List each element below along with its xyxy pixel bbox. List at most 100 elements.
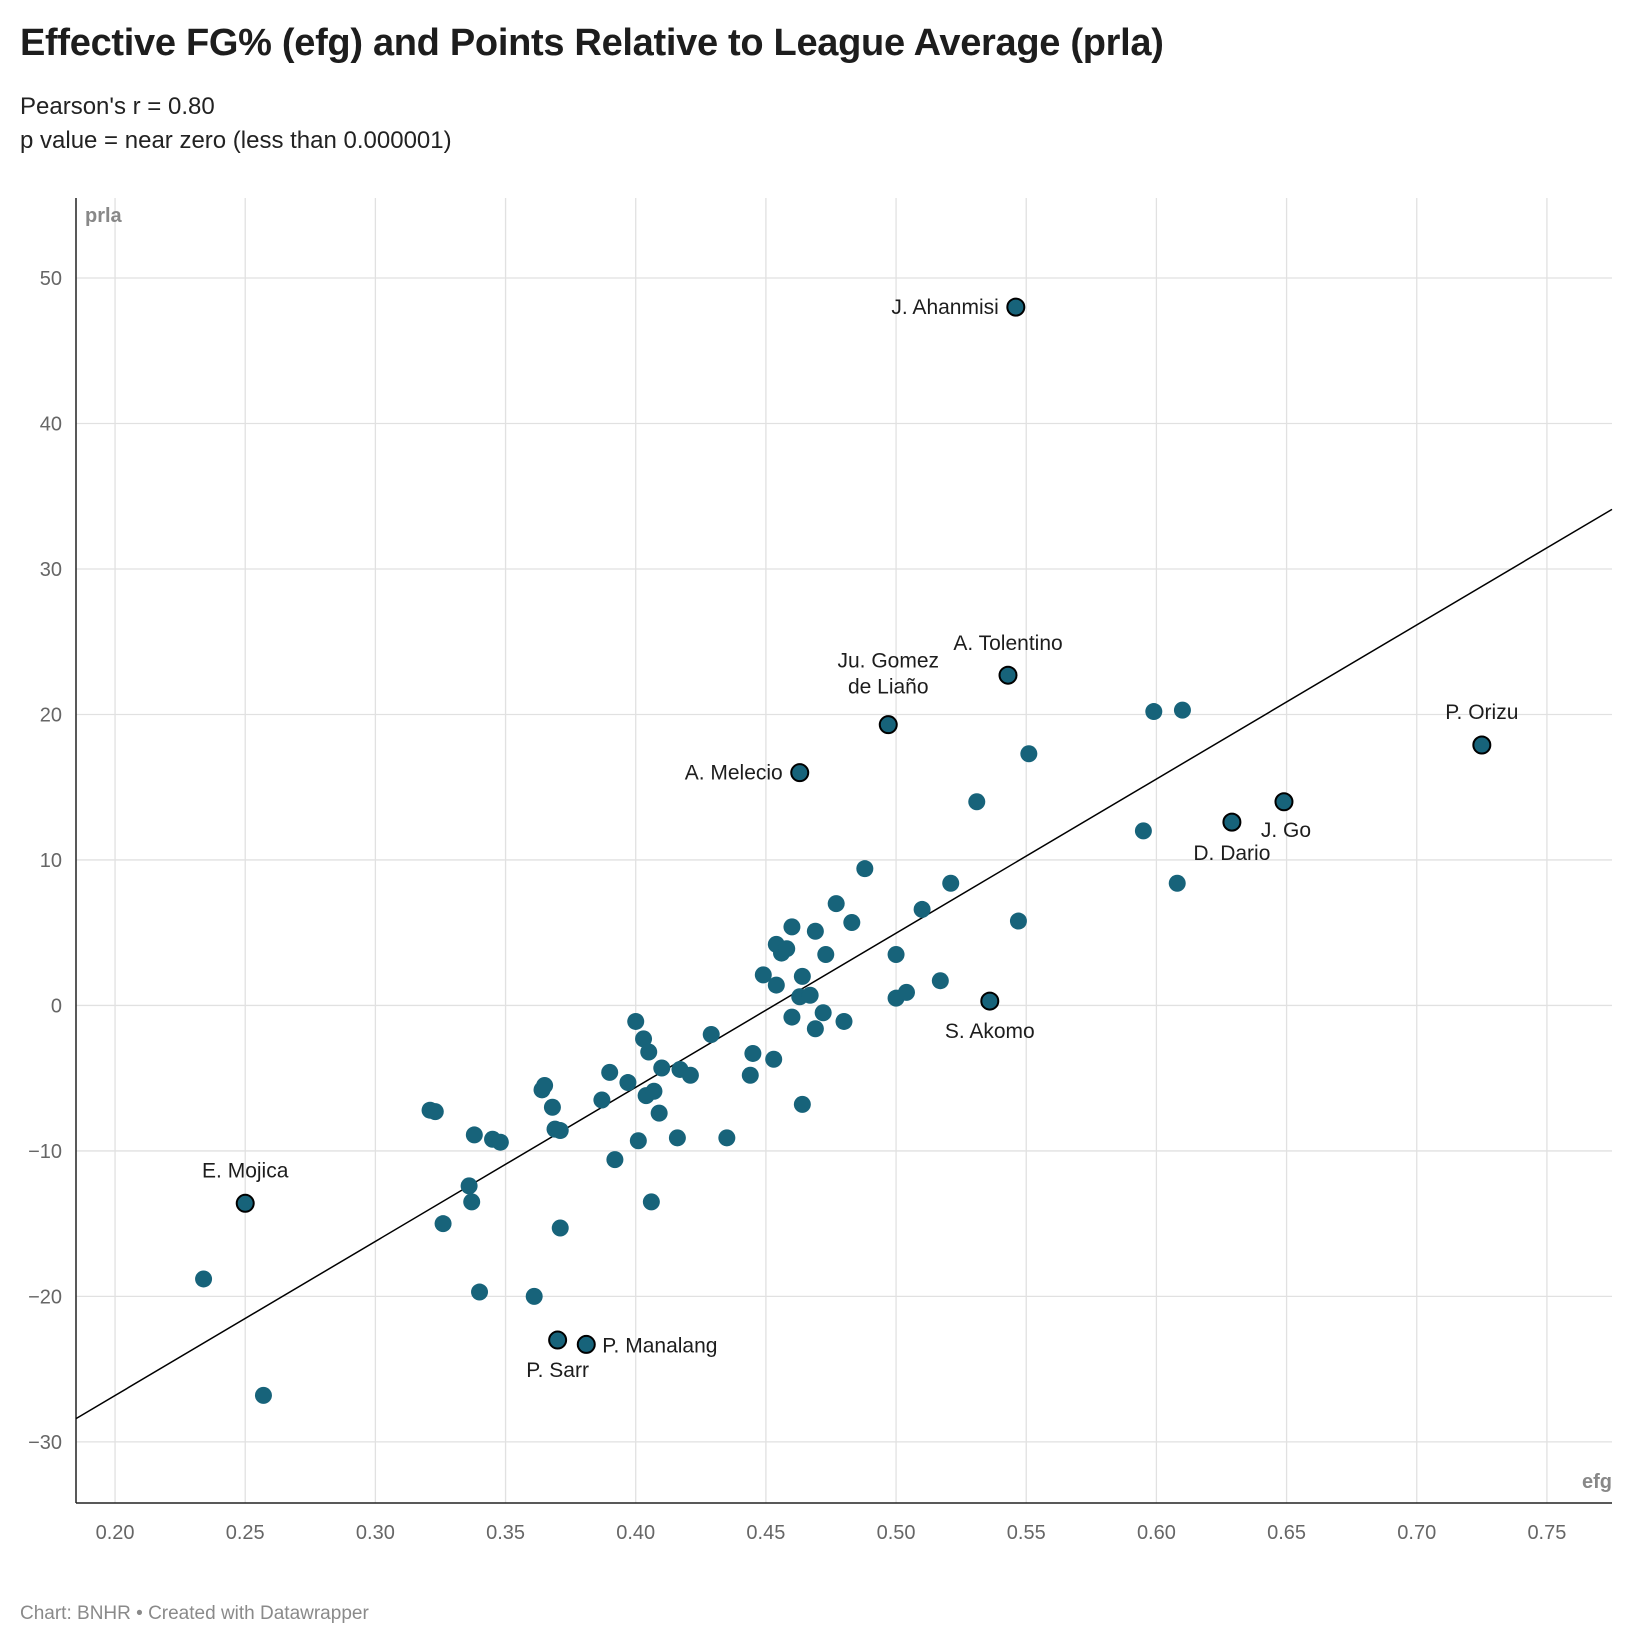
y-tick-label: −20 bbox=[28, 1286, 62, 1308]
subtitle-p-value: p value = near zero (less than 0.000001) bbox=[20, 127, 452, 154]
data-point bbox=[783, 918, 801, 936]
point-label: S. Akomo bbox=[945, 1020, 1035, 1043]
data-point bbox=[619, 1074, 637, 1092]
data-point bbox=[887, 946, 905, 964]
data-point bbox=[817, 946, 835, 964]
data-point bbox=[551, 1219, 569, 1237]
data-point bbox=[783, 1008, 801, 1026]
data-point bbox=[793, 1095, 811, 1113]
x-tick-label: 0.30 bbox=[356, 1522, 395, 1544]
data-point bbox=[601, 1063, 619, 1081]
data-point bbox=[741, 1066, 759, 1084]
point-label: A. Melecio bbox=[685, 762, 783, 785]
data-point bbox=[744, 1044, 762, 1062]
data-point bbox=[754, 966, 772, 984]
data-point bbox=[835, 1012, 853, 1030]
data-point bbox=[806, 922, 824, 940]
data-point bbox=[254, 1386, 272, 1404]
y-tick-label: 0 bbox=[51, 995, 62, 1017]
data-point bbox=[814, 1004, 832, 1022]
x-tick-label: 0.75 bbox=[1527, 1522, 1566, 1544]
data-point bbox=[650, 1104, 668, 1122]
trend-line bbox=[75, 508, 1613, 1420]
highlighted-point bbox=[1006, 297, 1026, 317]
data-point bbox=[702, 1026, 720, 1044]
point-label: P. Manalang bbox=[602, 1334, 717, 1357]
data-point bbox=[913, 900, 931, 918]
highlighted-point bbox=[998, 665, 1018, 685]
data-point bbox=[434, 1215, 452, 1233]
y-tick-label: 20 bbox=[40, 704, 62, 726]
data-point bbox=[827, 895, 845, 913]
chart-footer: Chart: BNHR • Created with Datawrapper bbox=[20, 1603, 369, 1624]
data-point bbox=[1020, 745, 1038, 763]
y-axis-title: prla bbox=[85, 205, 123, 227]
point-label: P. Sarr bbox=[526, 1359, 589, 1382]
data-point bbox=[465, 1126, 483, 1144]
point-label: D. Dario bbox=[1193, 842, 1270, 865]
data-point bbox=[968, 793, 986, 811]
data-point bbox=[645, 1082, 663, 1100]
subtitle-pearson-r: Pearson's r = 0.80 bbox=[20, 93, 215, 120]
data-point bbox=[460, 1177, 478, 1195]
data-point bbox=[1009, 912, 1027, 930]
data-point bbox=[1168, 874, 1186, 892]
data-point bbox=[806, 1020, 824, 1038]
data-point bbox=[897, 983, 915, 1001]
data-point bbox=[426, 1103, 444, 1121]
point-label: A. Tolentino bbox=[953, 632, 1062, 655]
data-point bbox=[629, 1132, 647, 1150]
data-point bbox=[642, 1193, 660, 1211]
x-tick-label: 0.35 bbox=[486, 1522, 525, 1544]
data-point bbox=[491, 1133, 509, 1151]
chart-title: Effective FG% (efg) and Points Relative … bbox=[20, 22, 1164, 64]
x-tick-label: 0.20 bbox=[96, 1522, 135, 1544]
data-point bbox=[593, 1091, 611, 1109]
data-point bbox=[195, 1270, 213, 1288]
data-point bbox=[1134, 822, 1152, 840]
data-point bbox=[942, 874, 960, 892]
data-point bbox=[640, 1043, 658, 1061]
point-label: de Liaño bbox=[848, 676, 929, 699]
y-tick-label: 40 bbox=[40, 414, 62, 436]
data-point bbox=[681, 1066, 699, 1084]
data-point bbox=[718, 1129, 736, 1147]
x-tick-label: 0.70 bbox=[1397, 1522, 1436, 1544]
x-tick-label: 0.65 bbox=[1267, 1522, 1306, 1544]
highlighted-point bbox=[1222, 812, 1242, 832]
data-point bbox=[1145, 703, 1163, 721]
data-point bbox=[1173, 701, 1191, 719]
x-tick-label: 0.45 bbox=[746, 1522, 785, 1544]
data-point bbox=[606, 1151, 624, 1169]
point-label: E. Mojica bbox=[202, 1159, 289, 1182]
x-tick-label: 0.50 bbox=[877, 1522, 916, 1544]
point-label: J. Go bbox=[1261, 819, 1311, 842]
y-tick-label: −10 bbox=[28, 1141, 62, 1163]
highlighted-point bbox=[548, 1330, 568, 1350]
y-tick-label: 50 bbox=[40, 268, 62, 290]
x-axis-title: efg bbox=[1582, 1471, 1612, 1493]
data-point bbox=[536, 1076, 554, 1094]
data-point bbox=[843, 914, 861, 932]
data-point bbox=[551, 1122, 569, 1140]
highlighted-point bbox=[980, 991, 1000, 1011]
data-point bbox=[793, 967, 811, 985]
highlighted-point bbox=[235, 1193, 255, 1213]
x-tick-label: 0.60 bbox=[1137, 1522, 1176, 1544]
data-point bbox=[525, 1287, 543, 1305]
data-point bbox=[778, 940, 796, 958]
data-point bbox=[653, 1059, 671, 1077]
point-label: Ju. Gomez bbox=[837, 650, 939, 673]
data-point bbox=[931, 972, 949, 990]
data-point bbox=[856, 860, 874, 878]
x-tick-label: 0.25 bbox=[226, 1522, 265, 1544]
data-point bbox=[801, 986, 819, 1004]
highlighted-point bbox=[1472, 735, 1492, 755]
data-point bbox=[471, 1283, 489, 1301]
data-point bbox=[463, 1193, 481, 1211]
data-point bbox=[767, 976, 785, 994]
highlighted-point bbox=[576, 1334, 596, 1354]
data-point bbox=[765, 1050, 783, 1068]
point-label: P. Orizu bbox=[1445, 701, 1518, 724]
